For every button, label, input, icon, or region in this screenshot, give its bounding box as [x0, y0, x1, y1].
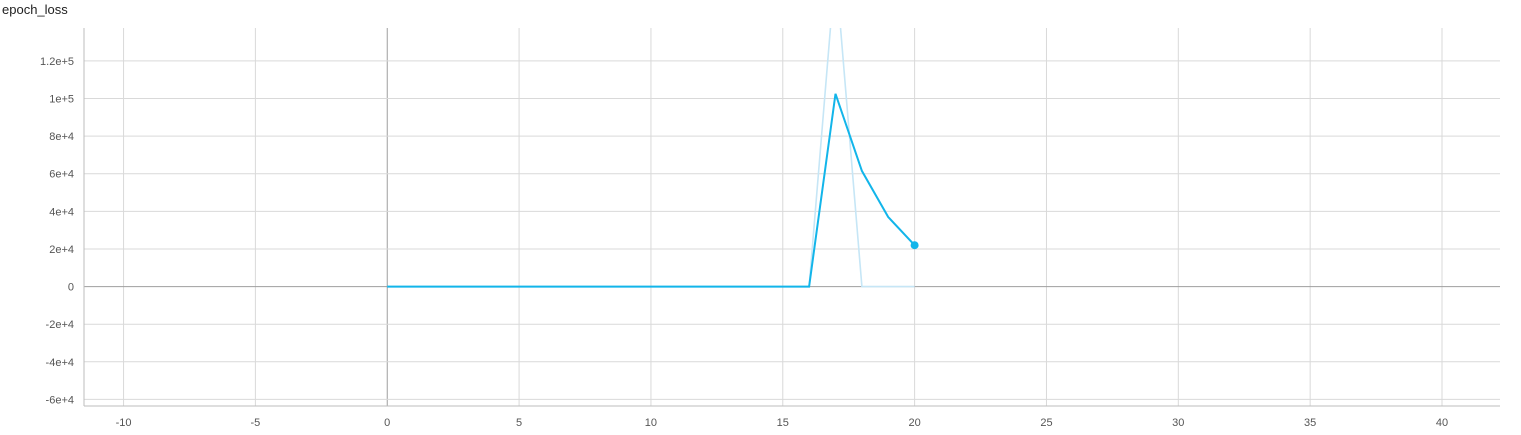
- y-tick-label: 8e+4: [49, 131, 74, 143]
- x-tick-label: 20: [908, 417, 920, 429]
- x-tick-label: 35: [1304, 417, 1316, 429]
- x-tick-label: 40: [1436, 417, 1448, 429]
- y-tick-label: 1e+5: [49, 94, 74, 106]
- x-tick-label: 5: [516, 417, 522, 429]
- x-tick-label: 30: [1172, 417, 1184, 429]
- y-tick-label: 1.2e+5: [40, 56, 74, 68]
- y-tick-label: 2e+4: [49, 244, 74, 256]
- x-tick-label: 25: [1040, 417, 1052, 429]
- smoothed-series-line: [387, 93, 916, 288]
- y-tick-label: -6e+4: [46, 394, 74, 406]
- y-tick-label: -4e+4: [46, 357, 74, 369]
- x-tick-label: 15: [777, 417, 789, 429]
- x-tick-label: 0: [384, 417, 390, 429]
- y-tick-label: 6e+4: [49, 169, 74, 181]
- grid-layer: [84, 28, 1500, 406]
- y-tick-label: 4e+4: [49, 206, 74, 218]
- tick-label-layer: -10 -5 0 5 10 15 20 25 30 35 40 1.2e+5 1e+5 8e+4 6e+4 4…: [40, 56, 1448, 429]
- series-layer: [387, 28, 919, 288]
- x-tick-label: -5: [251, 417, 261, 429]
- x-tick-label: -10: [116, 417, 132, 429]
- chart-title: epoch_loss: [2, 2, 68, 17]
- series-end-point[interactable]: [910, 241, 919, 250]
- y-tick-label: -2e+4: [46, 319, 74, 331]
- y-tick-label: 0: [68, 282, 74, 294]
- x-tick-label: 10: [645, 417, 657, 429]
- axis-layer: [83, 28, 1500, 407]
